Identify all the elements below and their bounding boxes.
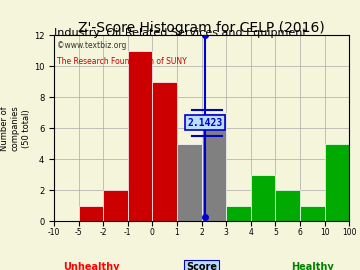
Bar xyxy=(78,206,103,221)
Bar xyxy=(103,190,128,221)
Y-axis label: Number of
companies
(50 total): Number of companies (50 total) xyxy=(0,105,31,151)
Title: Z'-Score Histogram for CELP (2016): Z'-Score Histogram for CELP (2016) xyxy=(78,21,325,35)
Bar xyxy=(177,144,202,221)
Bar xyxy=(128,51,152,221)
Text: Score: Score xyxy=(186,262,217,270)
Bar xyxy=(202,113,226,221)
Bar xyxy=(275,190,300,221)
Bar xyxy=(226,206,251,221)
Text: 2.1423: 2.1423 xyxy=(188,118,223,128)
Text: Industry: Oil Related Services and Equipment: Industry: Oil Related Services and Equip… xyxy=(54,28,306,38)
Text: The Research Foundation of SUNY: The Research Foundation of SUNY xyxy=(57,58,187,66)
Text: ©www.textbiz.org: ©www.textbiz.org xyxy=(57,41,126,50)
Bar xyxy=(152,82,177,221)
Text: Healthy: Healthy xyxy=(291,262,334,270)
Bar xyxy=(300,206,325,221)
Bar xyxy=(325,144,349,221)
Bar xyxy=(251,175,275,221)
Text: Unhealthy: Unhealthy xyxy=(63,262,119,270)
